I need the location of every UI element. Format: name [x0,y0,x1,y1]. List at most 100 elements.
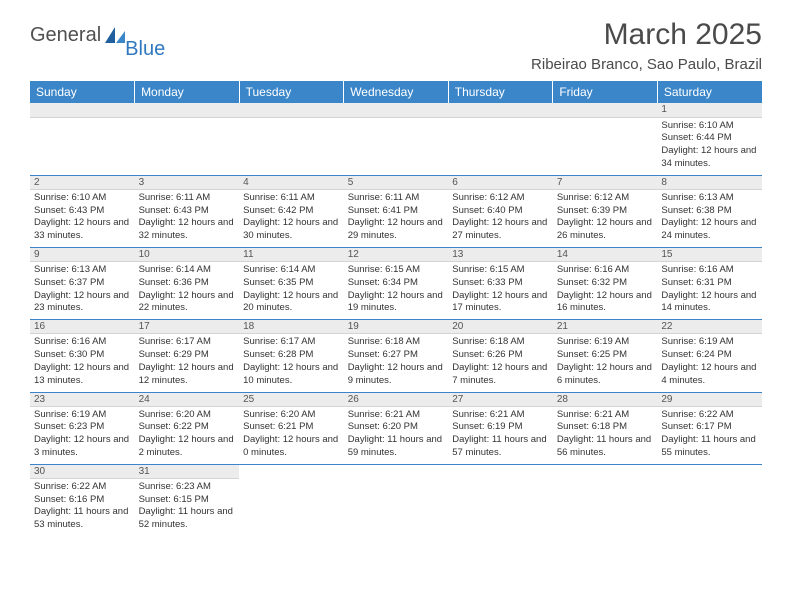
daynum-cell: 14 [553,248,658,262]
daynum-cell [239,464,344,478]
day-data: Sunrise: 6:12 AMSunset: 6:40 PMDaylight:… [448,190,553,247]
day-data: Sunrise: 6:13 AMSunset: 6:37 PMDaylight:… [30,262,135,319]
day-cell: Sunrise: 6:20 AMSunset: 6:21 PMDaylight:… [239,406,344,464]
day-number: 5 [344,176,449,189]
day-number: 3 [135,176,240,189]
daynum-cell: 1 [657,103,762,117]
day-number: 31 [135,465,240,478]
daynum-cell: 19 [344,320,449,334]
day-cell: Sunrise: 6:16 AMSunset: 6:32 PMDaylight:… [553,262,658,320]
day-cell: Sunrise: 6:19 AMSunset: 6:23 PMDaylight:… [30,406,135,464]
day-cell: Sunrise: 6:15 AMSunset: 6:34 PMDaylight:… [344,262,449,320]
daynum-cell: 5 [344,175,449,189]
day-cell: Sunrise: 6:22 AMSunset: 6:16 PMDaylight:… [30,478,135,536]
day-data: Sunrise: 6:19 AMSunset: 6:24 PMDaylight:… [657,334,762,391]
day-data: Sunrise: 6:12 AMSunset: 6:39 PMDaylight:… [553,190,658,247]
day-data: Sunrise: 6:23 AMSunset: 6:15 PMDaylight:… [135,479,240,536]
daynum-row: 16171819202122 [30,320,762,334]
logo-text-blue: Blue [125,38,165,61]
daynum-cell: 3 [135,175,240,189]
day-number: 10 [135,248,240,261]
day-data: Sunrise: 6:14 AMSunset: 6:36 PMDaylight:… [135,262,240,319]
day-number: 4 [239,176,344,189]
daynum-cell: 15 [657,248,762,262]
day-cell: Sunrise: 6:12 AMSunset: 6:40 PMDaylight:… [448,189,553,247]
daynum-cell: 26 [344,392,449,406]
daynum-cell: 8 [657,175,762,189]
calendar-table: SundayMondayTuesdayWednesdayThursdayFrid… [30,81,762,536]
daynum-cell: 27 [448,392,553,406]
day-data: Sunrise: 6:21 AMSunset: 6:18 PMDaylight:… [553,407,658,464]
day-cell: Sunrise: 6:18 AMSunset: 6:26 PMDaylight:… [448,334,553,392]
week-data-row: Sunrise: 6:16 AMSunset: 6:30 PMDaylight:… [30,334,762,392]
daynum-row: 1 [30,103,762,117]
day-cell: Sunrise: 6:18 AMSunset: 6:27 PMDaylight:… [344,334,449,392]
daynum-cell [344,464,449,478]
day-data: Sunrise: 6:22 AMSunset: 6:17 PMDaylight:… [657,407,762,464]
daynum-cell: 2 [30,175,135,189]
day-number: 2 [30,176,135,189]
daynum-cell: 11 [239,248,344,262]
daynum-cell: 20 [448,320,553,334]
day-number: 23 [30,393,135,406]
day-cell [553,117,658,175]
day-number: 28 [553,393,658,406]
day-data: Sunrise: 6:17 AMSunset: 6:29 PMDaylight:… [135,334,240,391]
day-number: 8 [657,176,762,189]
day-cell [553,478,658,536]
daynum-cell [448,464,553,478]
day-data: Sunrise: 6:19 AMSunset: 6:25 PMDaylight:… [553,334,658,391]
week-data-row: Sunrise: 6:19 AMSunset: 6:23 PMDaylight:… [30,406,762,464]
daynum-row: 3031 [30,464,762,478]
day-header: Thursday [448,81,553,103]
day-number: 14 [553,248,658,261]
day-cell [448,478,553,536]
day-number: 24 [135,393,240,406]
location: Ribeirao Branco, Sao Paulo, Brazil [531,56,762,73]
calendar-body: 1Sunrise: 6:10 AMSunset: 6:44 PMDaylight… [30,103,762,536]
day-cell: Sunrise: 6:13 AMSunset: 6:37 PMDaylight:… [30,262,135,320]
logo-sail-icon [105,26,127,49]
daynum-cell [239,103,344,117]
week-data-row: Sunrise: 6:13 AMSunset: 6:37 PMDaylight:… [30,262,762,320]
day-header-row: SundayMondayTuesdayWednesdayThursdayFrid… [30,81,762,103]
daynum-cell: 25 [239,392,344,406]
day-cell: Sunrise: 6:14 AMSunset: 6:35 PMDaylight:… [239,262,344,320]
day-cell: Sunrise: 6:11 AMSunset: 6:43 PMDaylight:… [135,189,240,247]
daynum-row: 23242526272829 [30,392,762,406]
day-cell: Sunrise: 6:19 AMSunset: 6:24 PMDaylight:… [657,334,762,392]
day-cell: Sunrise: 6:22 AMSunset: 6:17 PMDaylight:… [657,406,762,464]
day-number: 19 [344,320,449,333]
daynum-cell: 7 [553,175,658,189]
daynum-cell: 18 [239,320,344,334]
day-cell [344,478,449,536]
day-data: Sunrise: 6:20 AMSunset: 6:21 PMDaylight:… [239,407,344,464]
day-number: 1 [657,103,762,116]
daynum-cell: 12 [344,248,449,262]
daynum-row: 2345678 [30,175,762,189]
day-cell: Sunrise: 6:11 AMSunset: 6:42 PMDaylight:… [239,189,344,247]
day-header: Wednesday [344,81,449,103]
day-cell [30,117,135,175]
daynum-cell: 30 [30,464,135,478]
daynum-cell: 17 [135,320,240,334]
logo: General Blue [30,18,171,49]
day-cell: Sunrise: 6:16 AMSunset: 6:31 PMDaylight:… [657,262,762,320]
daynum-cell: 6 [448,175,553,189]
day-cell: Sunrise: 6:17 AMSunset: 6:28 PMDaylight:… [239,334,344,392]
day-cell: Sunrise: 6:10 AMSunset: 6:44 PMDaylight:… [657,117,762,175]
daynum-cell: 28 [553,392,658,406]
day-data: Sunrise: 6:22 AMSunset: 6:16 PMDaylight:… [30,479,135,536]
day-number: 9 [30,248,135,261]
daynum-cell [448,103,553,117]
header: General Blue March 2025 Ribeirao Branco,… [30,18,762,73]
day-header: Tuesday [239,81,344,103]
day-cell [344,117,449,175]
day-number: 30 [30,465,135,478]
day-data: Sunrise: 6:13 AMSunset: 6:38 PMDaylight:… [657,190,762,247]
daynum-cell: 31 [135,464,240,478]
day-cell: Sunrise: 6:20 AMSunset: 6:22 PMDaylight:… [135,406,240,464]
day-number: 15 [657,248,762,261]
daynum-cell [553,464,658,478]
day-data: Sunrise: 6:21 AMSunset: 6:19 PMDaylight:… [448,407,553,464]
